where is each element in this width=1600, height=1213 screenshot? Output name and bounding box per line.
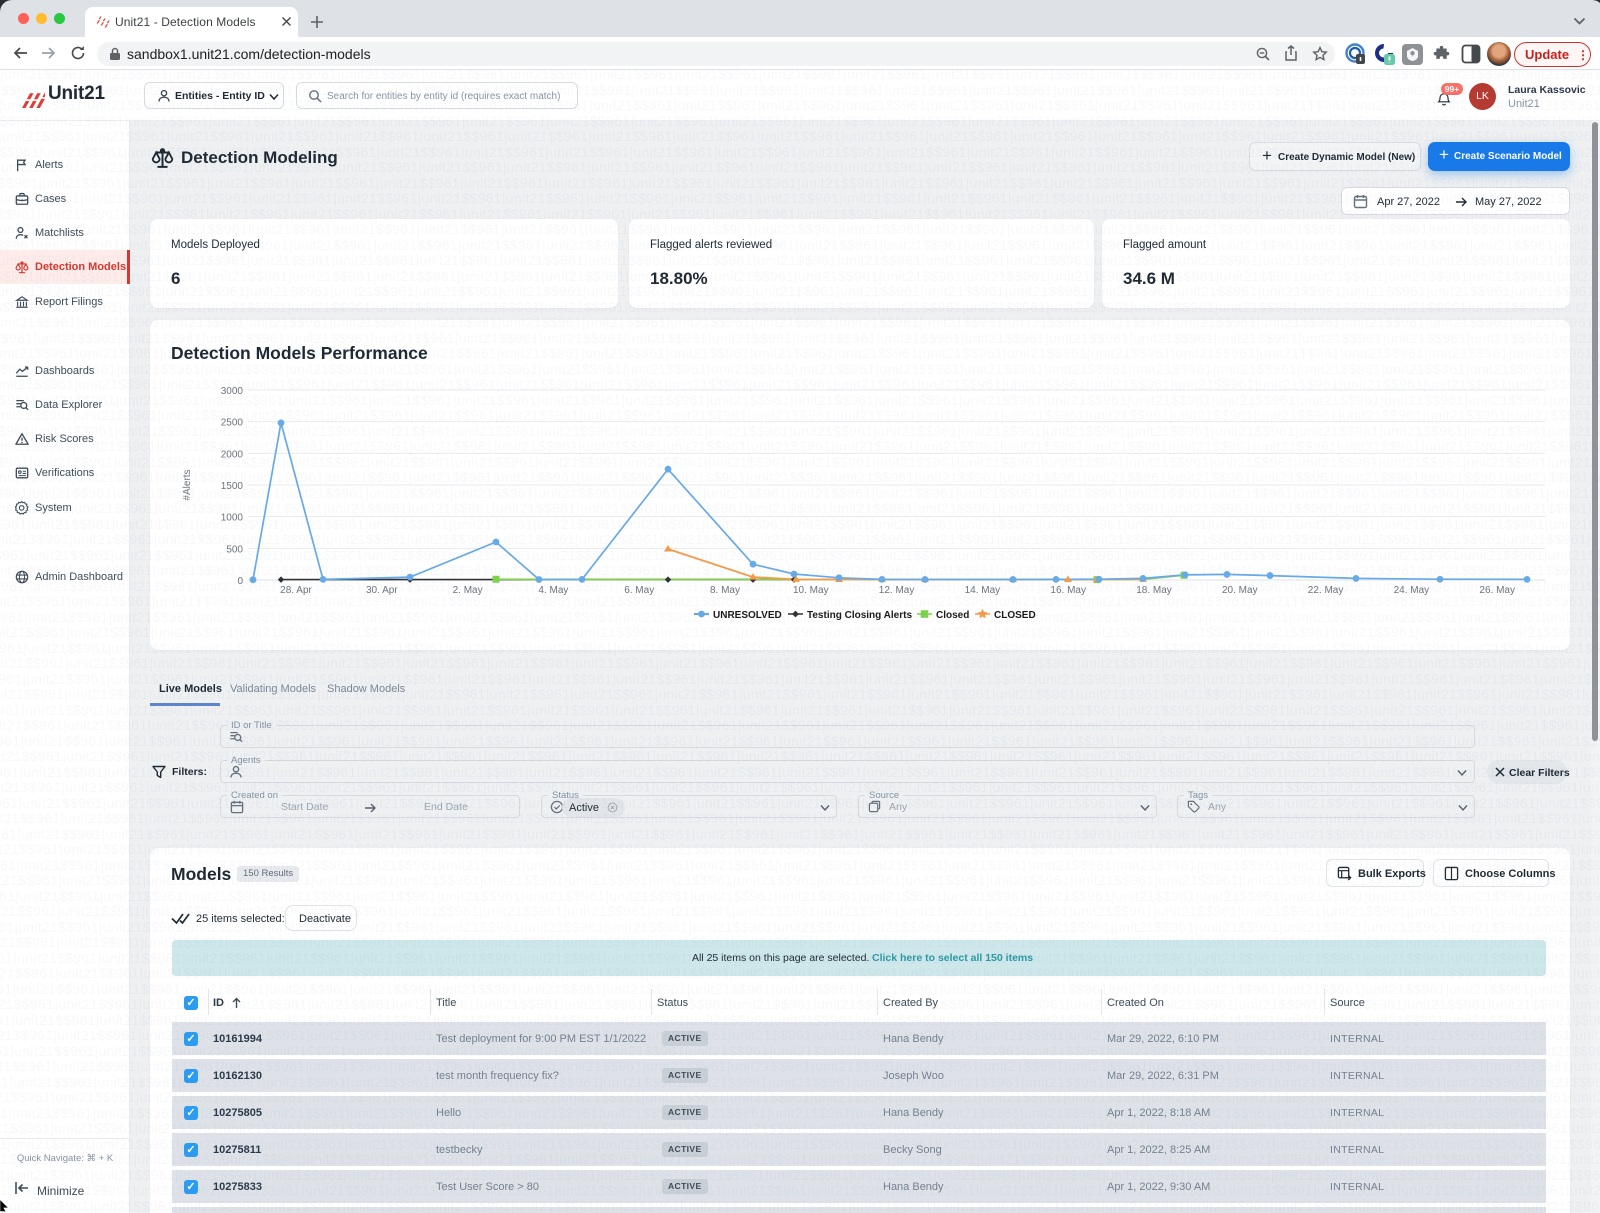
svg-text:1500: 1500 <box>221 481 244 492</box>
svg-text:28. Apr: 28. Apr <box>280 585 312 596</box>
svg-text:500: 500 <box>226 544 243 555</box>
svg-text:8. May: 8. May <box>710 585 740 596</box>
svg-text:CLOSED: CLOSED <box>994 610 1036 621</box>
svg-text:Testing Closing Alerts: Testing Closing Alerts <box>807 610 912 621</box>
svg-text:2500: 2500 <box>221 418 244 429</box>
svg-text:30. Apr: 30. Apr <box>366 585 398 596</box>
svg-text:20. May: 20. May <box>1222 585 1258 596</box>
svg-text:0: 0 <box>237 576 243 587</box>
svg-text:4. May: 4. May <box>538 585 568 596</box>
svg-text:16. May: 16. May <box>1050 585 1086 596</box>
svg-text:10. May: 10. May <box>793 585 829 596</box>
svg-text:#Alerts: #Alerts <box>182 469 193 500</box>
svg-text:12. May: 12. May <box>879 585 915 596</box>
svg-text:UNRESOLVED: UNRESOLVED <box>713 610 782 621</box>
svg-text:1000: 1000 <box>221 513 244 524</box>
svg-text:22. May: 22. May <box>1308 585 1344 596</box>
svg-text:6. May: 6. May <box>624 585 654 596</box>
svg-text:3000: 3000 <box>221 386 244 397</box>
svg-text:24. May: 24. May <box>1394 585 1430 596</box>
svg-text:2000: 2000 <box>221 449 244 460</box>
svg-text:14. May: 14. May <box>965 585 1001 596</box>
svg-text:18. May: 18. May <box>1136 585 1172 596</box>
svg-text:26. May: 26. May <box>1479 585 1515 596</box>
svg-text:2. May: 2. May <box>453 585 483 596</box>
svg-text:Closed: Closed <box>936 610 969 621</box>
